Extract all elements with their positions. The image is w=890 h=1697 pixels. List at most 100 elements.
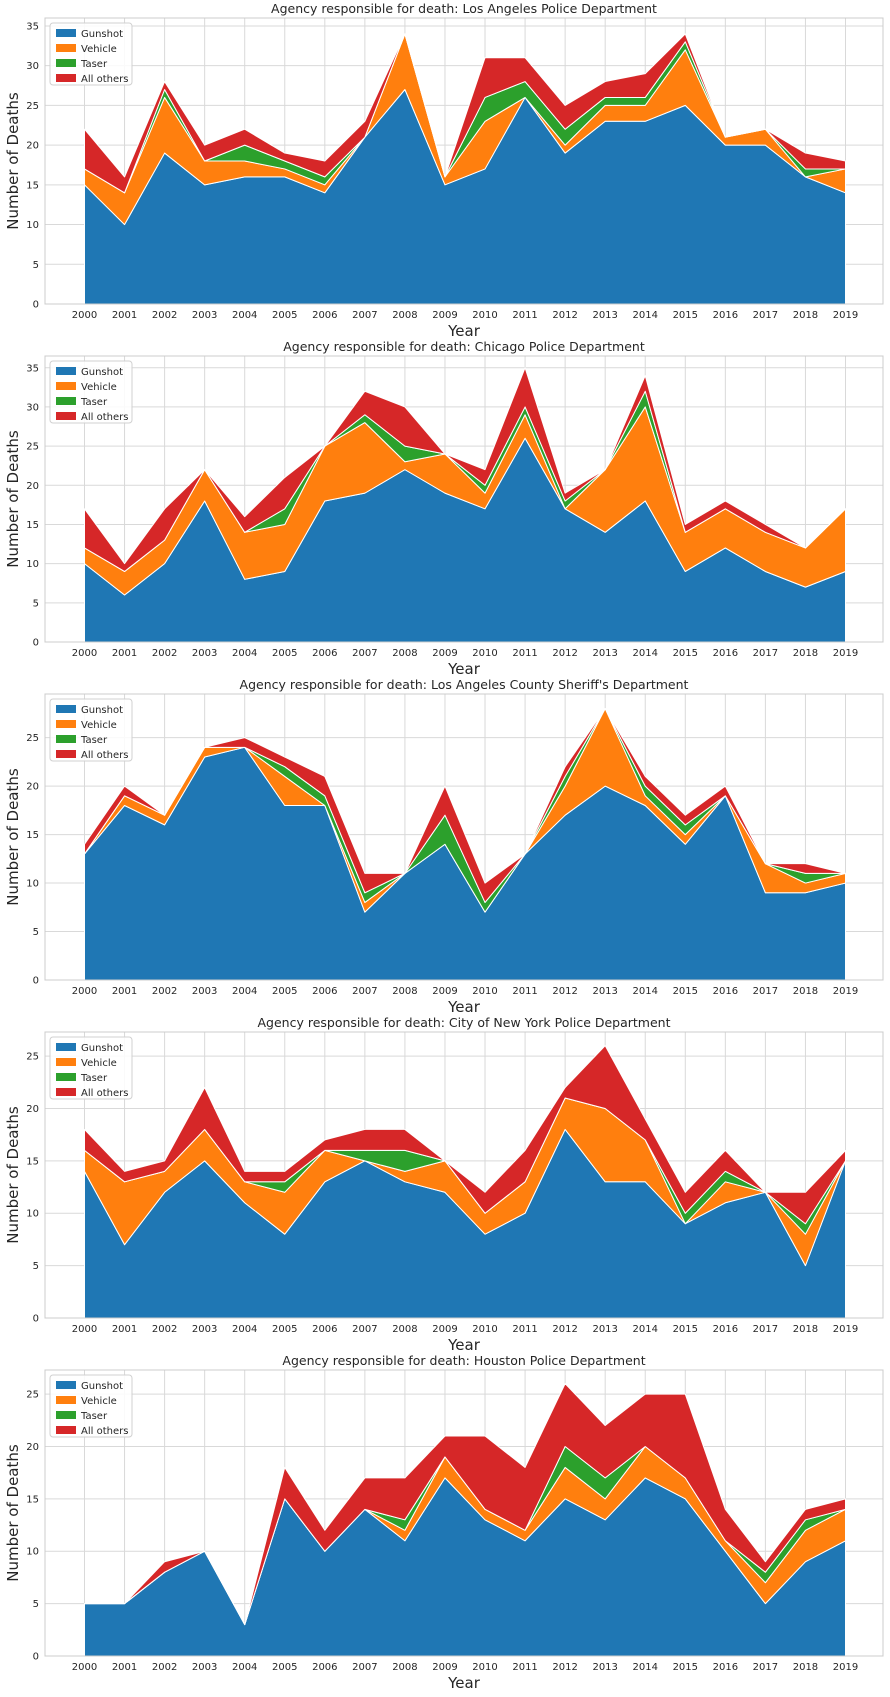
legend-swatch [56, 29, 76, 37]
x-tick-label: 2001 [112, 986, 137, 997]
x-tick-label: 2009 [432, 1662, 457, 1673]
x-tick-label: 2006 [312, 1324, 337, 1335]
x-tick-label: 2009 [432, 310, 457, 321]
x-tick-label: 2014 [633, 648, 658, 659]
x-tick-label: 2019 [833, 1662, 858, 1673]
chart-panel-2: Agency responsible for death: Chicago Po… [4, 339, 884, 678]
x-tick-label: 2012 [552, 1324, 577, 1335]
legend-swatch [56, 750, 76, 758]
legend-swatch [56, 397, 76, 405]
y-tick-label: 15 [26, 520, 39, 531]
x-tick-label: 2013 [592, 1324, 617, 1335]
x-tick-label: 2005 [272, 1324, 297, 1335]
x-tick-label: 2019 [833, 310, 858, 321]
x-tick-label: 2004 [232, 310, 257, 321]
legend-label: Taser [80, 735, 108, 746]
x-tick-label: 2005 [272, 310, 297, 321]
legend-swatch [56, 382, 76, 390]
legend-label: Gunshot [81, 705, 123, 716]
x-tick-label: 2006 [312, 1662, 337, 1673]
x-tick-label: 2014 [633, 1324, 658, 1335]
chart-title: Agency responsible for death: Los Angele… [271, 1, 657, 16]
legend-label: All others [81, 1088, 128, 1099]
x-tick-label: 2004 [232, 986, 257, 997]
x-tick-label: 2001 [112, 1324, 137, 1335]
legend: Gunshot Vehicle Taser All others [49, 698, 133, 762]
x-axis-label: Year [447, 1674, 481, 1692]
x-tick-label: 2010 [472, 1324, 497, 1335]
legend: Gunshot Vehicle Taser All others [49, 360, 133, 424]
y-tick-label: 5 [33, 1599, 39, 1610]
y-tick-label: 20 [26, 481, 39, 492]
y-tick-label: 15 [26, 1494, 39, 1505]
x-tick-label: 2004 [232, 648, 257, 659]
x-tick-label: 2001 [112, 1662, 137, 1673]
x-tick-label: 2004 [232, 1324, 257, 1335]
x-tick-label: 2018 [793, 1324, 818, 1335]
area-all-others [84, 708, 846, 903]
x-tick-label: 2007 [352, 1324, 377, 1335]
legend-label: All others [81, 412, 128, 423]
x-tick-label: 2012 [552, 1662, 577, 1673]
legend-swatch [56, 1426, 76, 1434]
legend-swatch [56, 1043, 76, 1051]
x-tick-label: 2016 [713, 986, 738, 997]
legend-label: Taser [80, 397, 108, 408]
x-tick-label: 2000 [72, 986, 97, 997]
x-tick-label: 2000 [72, 1324, 97, 1335]
x-tick-label: 2012 [552, 310, 577, 321]
legend-swatch [56, 1058, 76, 1066]
x-tick-label: 2014 [633, 310, 658, 321]
y-tick-label: 0 [33, 1314, 39, 1325]
x-tick-label: 2015 [673, 1324, 698, 1335]
legend-swatch [56, 1381, 76, 1389]
legend: Gunshot Vehicle Taser All others [49, 22, 133, 86]
y-tick-label: 15 [26, 180, 39, 191]
x-tick-label: 2004 [232, 1662, 257, 1673]
y-tick-label: 5 [33, 927, 39, 938]
legend: Gunshot Vehicle Taser All others [49, 1374, 133, 1438]
x-tick-label: 2018 [793, 648, 818, 659]
x-tick-label: 2003 [192, 1662, 217, 1673]
legend-label: Gunshot [81, 1043, 123, 1054]
x-tick-label: 2007 [352, 986, 377, 997]
legend-box [49, 360, 133, 424]
x-tick-label: 2006 [312, 648, 337, 659]
x-tick-label: 2010 [472, 1662, 497, 1673]
legend-swatch [56, 74, 76, 82]
y-tick-label: 20 [26, 141, 39, 152]
x-tick-label: 2003 [192, 986, 217, 997]
x-tick-label: 2008 [392, 648, 417, 659]
legend-label: Taser [80, 59, 108, 70]
legend-label: Gunshot [81, 367, 123, 378]
y-tick-label: 20 [26, 1442, 39, 1453]
area-all-others [84, 1383, 846, 1626]
y-tick-label: 0 [33, 638, 39, 649]
x-tick-label: 2010 [472, 310, 497, 321]
y-tick-label: 35 [26, 363, 39, 374]
legend-swatch [56, 705, 76, 713]
legend-label: Taser [80, 1073, 108, 1084]
y-tick-label: 30 [26, 61, 39, 72]
x-tick-label: 2001 [112, 648, 137, 659]
y-tick-label: 0 [33, 976, 39, 987]
x-tick-label: 2002 [152, 1324, 177, 1335]
y-tick-label: 30 [26, 402, 39, 413]
x-axis-label: Year [447, 322, 481, 340]
legend-label: All others [81, 1426, 128, 1437]
x-axis-label: Year [447, 998, 481, 1016]
x-tick-label: 2006 [312, 310, 337, 321]
x-tick-label: 2013 [592, 986, 617, 997]
x-tick-label: 2005 [272, 1662, 297, 1673]
x-tick-label: 2000 [72, 1662, 97, 1673]
x-tick-label: 2003 [192, 648, 217, 659]
y-tick-label: 0 [33, 300, 39, 311]
x-tick-label: 2019 [833, 986, 858, 997]
legend-swatch [56, 44, 76, 52]
legend-box [49, 698, 133, 762]
y-tick-label: 10 [26, 220, 39, 231]
x-tick-label: 2011 [512, 648, 537, 659]
y-tick-label: 10 [26, 1547, 39, 1558]
x-tick-label: 2017 [753, 310, 778, 321]
x-tick-label: 2015 [673, 648, 698, 659]
